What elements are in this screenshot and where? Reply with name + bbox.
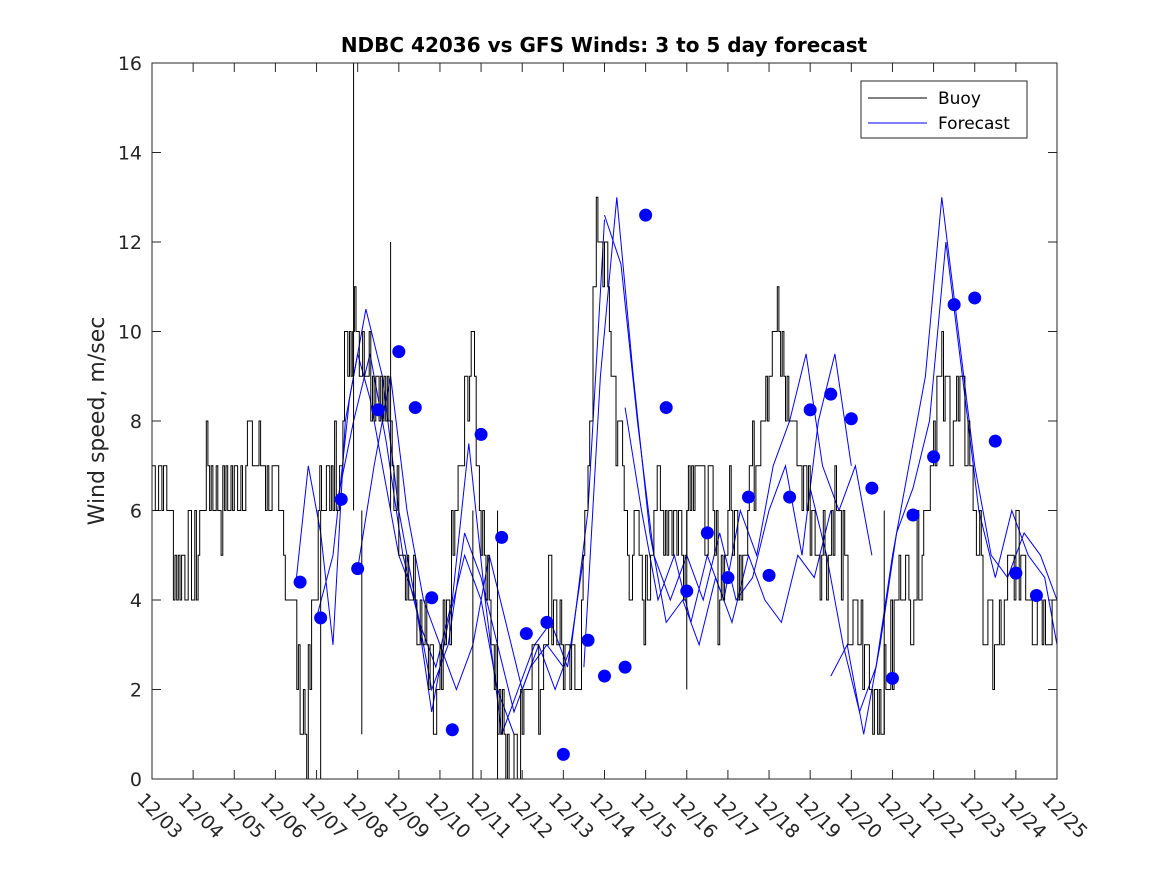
forecast-marker	[598, 669, 611, 683]
y-tick-label: 12	[118, 232, 142, 254]
legend-buoy-label: Buoy	[938, 89, 981, 109]
forecast-marker	[314, 611, 328, 625]
forecast-marker	[519, 627, 533, 641]
y-tick-label: 16	[118, 53, 142, 75]
chart-title: NDBC 42036 vs GFS Winds: 3 to 5 day fore…	[341, 33, 868, 57]
y-tick-label: 8	[130, 411, 142, 433]
forecast-marker	[293, 575, 307, 589]
forecast-marker	[618, 660, 632, 674]
forecast-marker	[680, 584, 694, 598]
y-axis-label: Wind speed, m/sec	[85, 317, 110, 526]
forecast-marker	[844, 412, 858, 426]
y-tick-label: 10	[118, 322, 142, 344]
forecast-marker	[927, 450, 941, 464]
forecast-marker	[639, 208, 653, 222]
forecast-marker	[556, 747, 570, 761]
forecast-marker	[334, 492, 348, 506]
forecast-marker	[803, 403, 817, 417]
forecast-marker	[865, 481, 879, 495]
forecast-line-run9	[830, 241, 1058, 735]
forecast-marker	[721, 571, 735, 585]
forecast-marker	[1029, 589, 1043, 603]
buoy-line	[152, 196, 1058, 780]
y-tick-label: 4	[130, 590, 142, 612]
forecast-marker	[474, 427, 488, 441]
forecast-marker	[968, 291, 982, 305]
forecast-marker	[762, 568, 776, 582]
buoy-series-group	[152, 63, 1058, 780]
forecast-marker	[425, 591, 439, 605]
forecast-marker	[824, 387, 838, 401]
forecast-marker	[700, 526, 714, 540]
forecast-marker	[371, 403, 385, 417]
forecast-marker-group	[293, 208, 1043, 761]
y-tick-label: 2	[130, 680, 142, 702]
legend-box	[860, 80, 1028, 139]
forecast-marker	[351, 562, 365, 576]
y-tick-label: 6	[130, 501, 142, 523]
forecast-marker	[1009, 566, 1023, 580]
plot-frame	[151, 62, 1058, 780]
forecast-marker	[988, 434, 1002, 448]
forecast-marker	[540, 615, 554, 629]
forecast-marker	[581, 633, 595, 647]
forecast-marker	[783, 490, 797, 504]
forecast-marker	[885, 671, 899, 685]
forecast-marker	[659, 401, 673, 415]
legend-forecast-label: Forecast	[938, 114, 1010, 134]
forecast-marker	[906, 508, 920, 522]
forecast-line-run7	[624, 353, 873, 623]
legend: Buoy Forecast	[860, 80, 1028, 139]
y-axis: 0 2 4 6 8 10 12 14 16	[118, 53, 1057, 791]
forecast-marker	[741, 490, 755, 504]
forecast-marker	[392, 345, 406, 359]
forecast-line-run5	[583, 197, 832, 668]
y-tick-label: 0	[130, 769, 142, 791]
forecast-marker	[408, 401, 422, 415]
forecast-marker	[947, 298, 961, 312]
forecast-marker	[445, 723, 459, 737]
forecast-marker	[495, 530, 509, 544]
plot-area	[152, 63, 1057, 779]
y-tick-label: 14	[118, 143, 142, 165]
forecast-line-run3	[336, 353, 585, 735]
